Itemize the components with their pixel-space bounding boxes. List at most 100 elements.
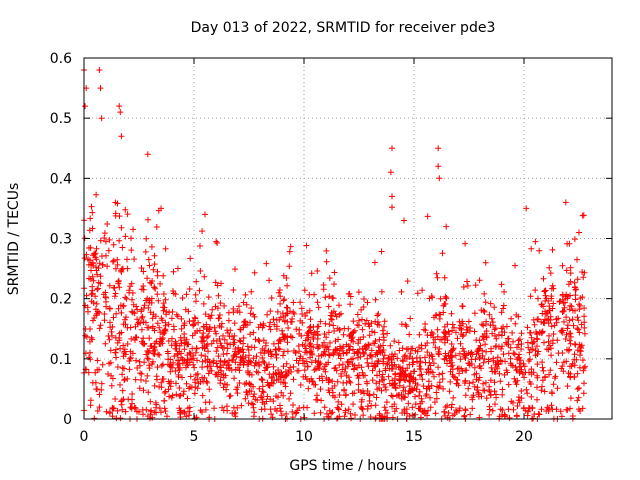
data-point (317, 409, 324, 416)
data-point (107, 347, 114, 354)
data-point (341, 368, 348, 375)
data-point (541, 288, 548, 295)
data-point (476, 414, 483, 421)
data-point (287, 364, 294, 371)
data-point (464, 278, 470, 285)
data-point (309, 378, 316, 385)
data-point (386, 380, 393, 387)
data-point (266, 323, 273, 330)
data-point (115, 305, 122, 312)
data-point (456, 370, 463, 377)
data-point (574, 314, 581, 321)
data-point (377, 348, 384, 355)
data-point (505, 350, 512, 357)
data-point (366, 398, 373, 404)
data-point (128, 235, 134, 242)
data-point (109, 258, 116, 265)
data-point (436, 379, 443, 386)
data-point (536, 329, 543, 336)
data-point (442, 412, 448, 419)
data-point (260, 358, 267, 365)
data-point (246, 381, 253, 388)
data-point (153, 224, 160, 230)
data-point (342, 365, 349, 371)
data-point (519, 370, 526, 377)
data-point (488, 348, 495, 355)
data-point (332, 338, 339, 345)
data-point (436, 371, 443, 378)
data-point (206, 359, 213, 366)
data-point (499, 407, 506, 414)
data-point (142, 248, 149, 255)
data-point (157, 280, 164, 287)
data-point (434, 274, 441, 281)
data-point (223, 386, 230, 393)
data-point (104, 221, 111, 227)
data-point (204, 379, 211, 386)
data-point (321, 363, 328, 370)
data-point (408, 345, 415, 352)
data-point (273, 351, 280, 358)
data-point (518, 346, 525, 353)
data-point (159, 361, 166, 368)
data-point (480, 380, 487, 387)
data-point (151, 409, 158, 416)
data-point (311, 410, 318, 417)
data-point (433, 270, 440, 277)
data-point (409, 355, 416, 362)
data-point (181, 408, 188, 415)
data-point (572, 307, 578, 314)
data-point (518, 341, 525, 347)
data-point (433, 389, 440, 396)
data-point (548, 323, 555, 330)
data-point (482, 259, 489, 266)
data-point (434, 326, 441, 333)
data-point (491, 379, 498, 386)
data-point (535, 316, 542, 322)
data-point (385, 373, 392, 380)
data-point (577, 364, 583, 371)
data-point (368, 347, 375, 354)
data-point (429, 330, 436, 337)
data-point (550, 300, 557, 307)
axis-ticks: 0 5 10 15 20 0 0.1 0.2 0.3 0.4 0.5 0.6 (50, 51, 612, 445)
data-point (257, 349, 264, 356)
data-point (127, 283, 134, 290)
data-point (176, 385, 183, 391)
data-point (214, 240, 221, 246)
data-point (312, 357, 319, 364)
data-point (360, 387, 366, 394)
data-point (453, 380, 460, 387)
data-point (303, 242, 310, 249)
data-point (492, 368, 499, 375)
data-point (326, 352, 333, 359)
data-point (111, 285, 118, 291)
data-point (334, 378, 341, 385)
data-point (300, 360, 306, 367)
data-point (355, 289, 362, 296)
data-point (122, 233, 129, 240)
data-point (120, 396, 127, 403)
data-point (459, 303, 466, 309)
data-point (106, 305, 113, 312)
data-point (138, 306, 145, 313)
data-point (97, 273, 104, 280)
data-point (547, 313, 554, 320)
data-point (165, 338, 172, 344)
data-point (433, 395, 440, 402)
data-point (173, 311, 180, 318)
data-point (461, 353, 468, 360)
data-point (161, 389, 168, 396)
data-point (114, 407, 121, 414)
data-point (441, 408, 448, 415)
data-point (293, 326, 300, 333)
data-point (201, 345, 208, 352)
data-point (559, 329, 566, 336)
data-point (104, 263, 111, 270)
data-point (562, 199, 569, 206)
data-point (291, 310, 298, 317)
data-point (267, 396, 274, 403)
data-point (176, 342, 183, 349)
data-point (504, 341, 510, 348)
data-point (134, 316, 141, 323)
